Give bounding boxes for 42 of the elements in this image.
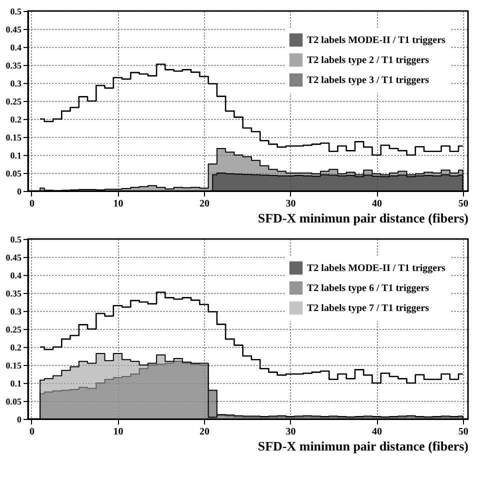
y-tick-label: 0.3 bbox=[10, 306, 22, 316]
x-tick-label: 0 bbox=[29, 198, 34, 210]
x-tick-label: 10 bbox=[113, 426, 124, 438]
y-tick-label: 0.15 bbox=[6, 360, 22, 370]
y-tick-label: 0 bbox=[17, 186, 22, 196]
y-tick-label: 0.4 bbox=[10, 42, 22, 52]
x-tick-label: 50 bbox=[458, 198, 468, 210]
y-tick-label: 0.2 bbox=[10, 114, 22, 124]
legend-label: T2 labels type 2 / T1 triggers bbox=[307, 55, 430, 66]
x-axis-title: SFD-X minimun pair distance (fibers) bbox=[258, 210, 468, 226]
y-tick-label: 0.25 bbox=[6, 96, 22, 106]
y-tick-label: 0.5 bbox=[10, 234, 22, 244]
y-tick-label: 0.15 bbox=[6, 132, 22, 142]
y-tick-label: 0.05 bbox=[6, 168, 22, 178]
x-tick-label: 20 bbox=[200, 426, 210, 438]
legend-label: T2 labels type 7 / T1 triggers bbox=[307, 303, 430, 314]
y-tick-label: 0.05 bbox=[6, 396, 22, 406]
y-tick-label: 0.1 bbox=[10, 150, 22, 160]
x-tick-label: 50 bbox=[458, 426, 468, 438]
x-tick-label: 40 bbox=[372, 426, 382, 438]
legend-label: T2 labels type 3 / T1 triggers bbox=[307, 75, 430, 86]
legend-label: T2 labels MODE-II / T1 triggers bbox=[307, 35, 446, 46]
y-tick-label: 0.2 bbox=[10, 342, 22, 352]
x-tick-label: 30 bbox=[286, 198, 296, 210]
y-tick-label: 0.45 bbox=[6, 24, 22, 34]
y-tick-label: 0.5 bbox=[10, 6, 22, 16]
x-axis-title: SFD-X minimun pair distance (fibers) bbox=[258, 438, 468, 454]
y-tick-label: 0.35 bbox=[6, 288, 22, 298]
x-tick-label: 40 bbox=[372, 198, 382, 210]
y-tick-label: 0.3 bbox=[10, 78, 22, 88]
y-tick-label: 0 bbox=[17, 414, 22, 424]
x-tick-label: 0 bbox=[29, 426, 34, 438]
x-tick-label: 10 bbox=[113, 198, 124, 210]
y-tick-label: 0.1 bbox=[10, 378, 22, 388]
legend-label: T2 labels type 6 / T1 triggers bbox=[307, 283, 430, 294]
y-tick-label: 0.35 bbox=[6, 60, 22, 70]
y-tick-label: 0.4 bbox=[10, 270, 22, 280]
y-tick-label: 0.25 bbox=[6, 324, 22, 334]
y-tick-label: 0.45 bbox=[6, 252, 22, 262]
legend-label: T2 labels MODE-II / T1 triggers bbox=[307, 263, 446, 274]
x-tick-label: 20 bbox=[200, 198, 210, 210]
x-tick-label: 30 bbox=[286, 426, 296, 438]
